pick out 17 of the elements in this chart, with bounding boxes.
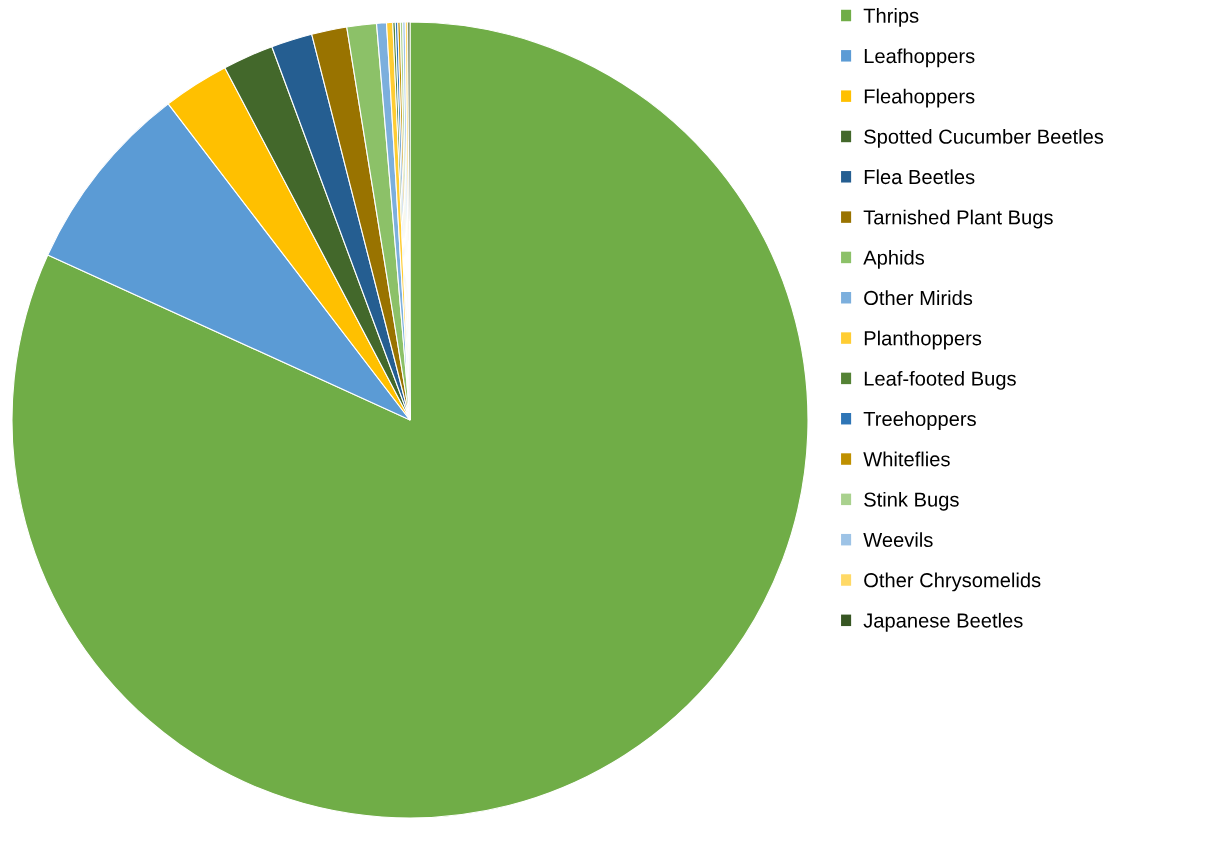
- legend-label: Tarnished Plant Bugs: [863, 209, 1053, 229]
- legend-label: Weevils: [863, 532, 933, 548]
- legend-label: Aphids: [863, 249, 925, 269]
- legend-label: Stink Bugs: [864, 491, 959, 511]
- legend-label: Whiteflies: [863, 451, 950, 467]
- legend-label: Fleahoppers: [864, 88, 975, 108]
- legend-label: Leaf-footed Bugs: [864, 370, 1016, 390]
- pie-slice: [11, 21, 809, 819]
- legend-label: Other Mirids: [864, 290, 973, 306]
- legend-label: Spotted Cucumber Beetles: [864, 129, 1104, 148]
- legend-label: Treehoppers: [863, 411, 976, 431]
- legend-label: Leafhoppers: [864, 48, 975, 68]
- legend-label: Other Chrysomelids: [864, 572, 1041, 592]
- legend-label: Flea Beetles: [864, 169, 975, 185]
- legend-label: Thrips: [863, 8, 919, 27]
- legend-label: Japanese Beetles: [863, 612, 1023, 632]
- legend-label: Planthoppers: [864, 330, 982, 350]
